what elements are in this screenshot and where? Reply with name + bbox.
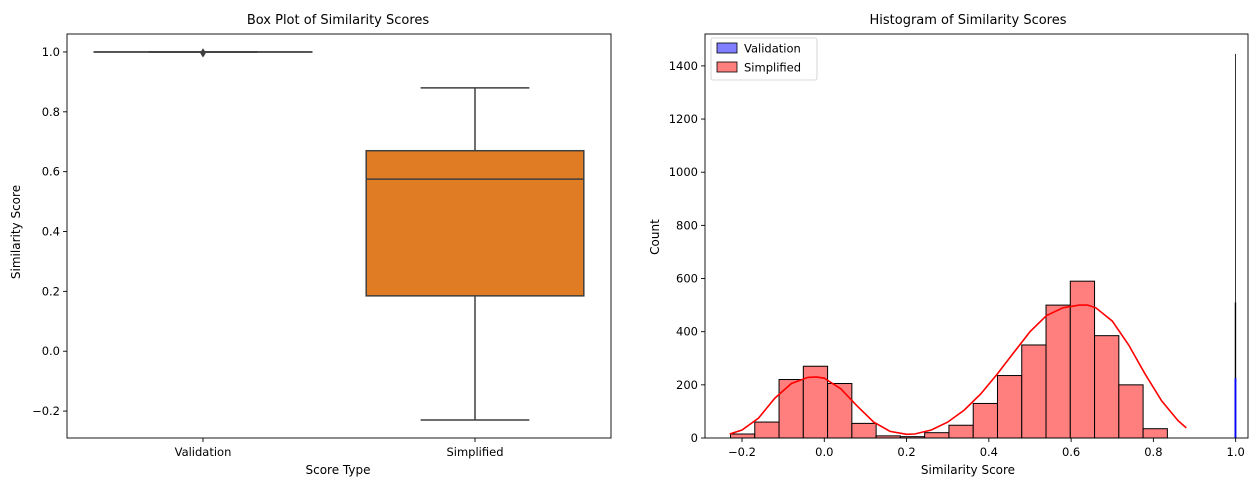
legend-label-simplified: Simplified bbox=[744, 61, 801, 75]
hist-bar-simplified bbox=[924, 432, 950, 439]
box-simplified bbox=[365, 149, 585, 297]
legend-label-validation: Validation bbox=[744, 42, 801, 56]
hist-bar-simplified bbox=[827, 383, 853, 439]
hist-bar-simplified bbox=[1118, 384, 1144, 439]
histogram-chart: Histogram of Similarity Scores Count Sim… bbox=[648, 13, 1249, 477]
hist-bar-simplified bbox=[778, 379, 804, 439]
hist-bar-simplified bbox=[851, 422, 877, 439]
box-y-tick-label: 0.4 bbox=[42, 225, 60, 239]
box-plot-ylabel: Similarity Score bbox=[9, 185, 23, 279]
box-y-tick-label: 0.6 bbox=[42, 165, 60, 179]
box-plot-xlabel: Score Type bbox=[306, 463, 371, 477]
hist-bar-simplified bbox=[754, 421, 780, 439]
box-y-tick-label: −0.2 bbox=[32, 404, 60, 418]
box-y-tick-label: 1.0 bbox=[42, 45, 60, 59]
hist-x-tick-label: 0.8 bbox=[1144, 445, 1162, 459]
hist-y-tick-label: 600 bbox=[676, 272, 698, 286]
hist-bar-simplified bbox=[1094, 335, 1120, 439]
histogram-plot-area: 0 200 400 600 800 1000 1200 1400 −0.2 0.0 0.2 0.4 0.… bbox=[669, 53, 1245, 459]
hist-y-tick-label: 200 bbox=[676, 378, 698, 392]
hist-y-tick-label: 800 bbox=[676, 218, 698, 232]
hist-bar-simplified bbox=[972, 402, 998, 439]
box-x-tick-label: Validation bbox=[175, 445, 232, 459]
box-outlier bbox=[200, 48, 206, 57]
box-plot-frame bbox=[66, 33, 612, 439]
hist-y-tick-label: 0 bbox=[691, 431, 698, 445]
box-y-tick-label: 0.8 bbox=[42, 105, 60, 119]
box-y-tick-label: 0.2 bbox=[42, 284, 60, 298]
hist-x-tick-label: −0.2 bbox=[728, 445, 756, 459]
hist-x-tick-label: 0.0 bbox=[815, 445, 833, 459]
box-x-tick-label: Simplified bbox=[446, 445, 503, 459]
hist-bar-simplified bbox=[1142, 428, 1168, 439]
hist-bar-simplified bbox=[996, 375, 1023, 439]
hist-x-tick-label: 0.4 bbox=[980, 445, 998, 459]
histogram-xlabel: Similarity Score bbox=[921, 463, 1015, 477]
hist-y-tick-label: 1000 bbox=[669, 165, 698, 179]
box-plot-area: −0.2 0.0 0.2 0.4 0.6 0.8 1.0 Validation Simplifi… bbox=[32, 45, 585, 459]
histogram-legend: Validation Simplified bbox=[710, 37, 818, 81]
hist-x-tick-label: 0.6 bbox=[1062, 445, 1080, 459]
hist-bar-simplified bbox=[1021, 344, 1047, 439]
box-y-tick-label: 0.0 bbox=[42, 344, 60, 358]
legend-swatch-validation bbox=[716, 42, 738, 54]
hist-x-tick-label: 1.0 bbox=[1227, 445, 1245, 459]
histogram-frame bbox=[704, 33, 1249, 439]
hist-bar-simplified bbox=[1045, 304, 1071, 439]
hist-bar-simplified bbox=[730, 433, 756, 439]
box-plot-title: Box Plot of Similarity Scores bbox=[247, 13, 430, 28]
box-plot-chart: Box Plot of Similarity Scores Similarity… bbox=[9, 13, 612, 477]
hist-bar-simplified bbox=[948, 424, 974, 439]
legend-frame bbox=[710, 37, 818, 81]
hist-y-tick-label: 400 bbox=[676, 325, 698, 339]
hist-y-tick-label: 1400 bbox=[669, 59, 698, 73]
kde-line-simplified bbox=[729, 304, 1187, 436]
hist-x-tick-label: 0.2 bbox=[897, 445, 915, 459]
hist-y-tick-label: 1200 bbox=[669, 112, 698, 126]
legend-swatch-simplified bbox=[716, 61, 738, 73]
histogram-title: Histogram of Similarity Scores bbox=[869, 13, 1066, 28]
histogram-ylabel: Count bbox=[648, 219, 662, 255]
